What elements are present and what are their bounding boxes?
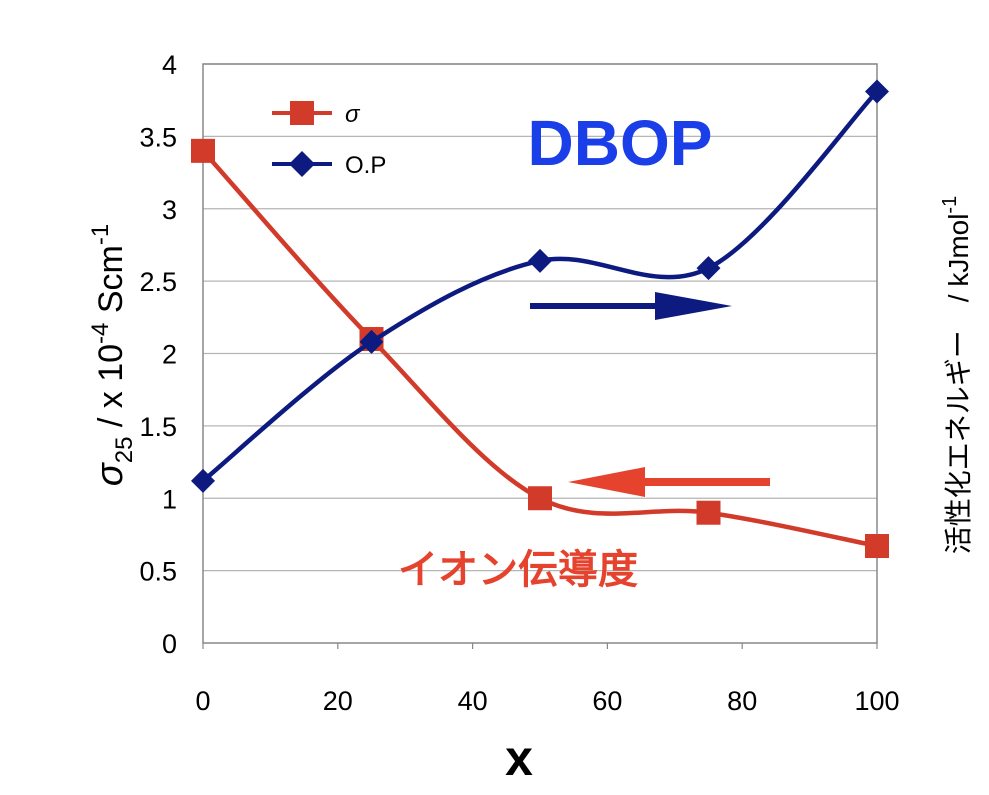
arrow-right-head: [655, 292, 732, 320]
y-tick-labels: 0 0.5 1 1.5 2 2.5 3 3.5 4: [139, 50, 177, 659]
arrow-left-head: [568, 467, 645, 497]
x-tick-label: 0: [195, 686, 210, 716]
data-point-sigma: [865, 534, 889, 559]
y-label-mid: / x 10: [92, 344, 130, 437]
plot-frame: [202, 63, 878, 644]
y-label-sigma: σ: [89, 461, 131, 486]
y-axis-label-left: σ25 / x 10-4 Scm-1: [87, 224, 138, 486]
y-tick-label: 1.5: [139, 412, 177, 442]
data-point-sigma: [191, 138, 215, 163]
data-point-op: [191, 468, 215, 493]
y-tick-label: 1: [162, 484, 177, 514]
y-axis-label-right: 活性化エネルギー / kJmol-1: [939, 196, 974, 554]
legend: σ O.P: [272, 101, 386, 179]
y-label-unit-sup: -1: [87, 224, 114, 245]
y-tick-label: 4: [162, 50, 177, 80]
x-tick-label: 40: [458, 686, 488, 716]
y-label-sup: -4: [87, 323, 114, 344]
x-tick-label: 60: [592, 686, 622, 716]
y-right-label-text: 活性化エネルギー / kJmol: [943, 214, 974, 555]
x-tick-label: 20: [323, 686, 353, 716]
x-tick-labels: 0 20 40 60 80 100: [195, 686, 899, 716]
series-layer: [191, 79, 889, 559]
data-point-op: [696, 256, 721, 281]
y-label-unit: Scm: [92, 245, 130, 322]
data-point-sigma: [696, 500, 721, 525]
y-tick-label: 2.5: [139, 267, 177, 297]
y-tick-label: 2: [162, 340, 177, 370]
legend-marker-sigma: [290, 101, 314, 125]
y-tick-label: 0.5: [139, 557, 177, 587]
y-tick-label: 3.5: [139, 122, 177, 152]
x-axis-label: x: [505, 730, 533, 786]
legend-label-sigma: σ: [345, 101, 361, 128]
data-point-op: [528, 248, 552, 273]
y-tick-label: 0: [162, 629, 177, 659]
arrow-layer: [530, 292, 770, 497]
data-point-op: [359, 329, 384, 354]
x-tick-label: 100: [854, 686, 899, 716]
data-point-sigma: [528, 486, 552, 511]
x-tick-label: 80: [727, 686, 757, 716]
annotation-dbop: DBOP: [528, 107, 713, 179]
y-right-label-sup: -1: [939, 196, 961, 214]
y-tick-label: 3: [162, 195, 177, 225]
data-point-op: [865, 79, 889, 104]
annotation-ion-conductivity: イオン伝導度: [398, 548, 638, 592]
y-label-sigma-sub: 25: [111, 437, 138, 464]
legend-label-op: O.P: [345, 152, 386, 179]
legend-marker-op: [289, 151, 315, 177]
